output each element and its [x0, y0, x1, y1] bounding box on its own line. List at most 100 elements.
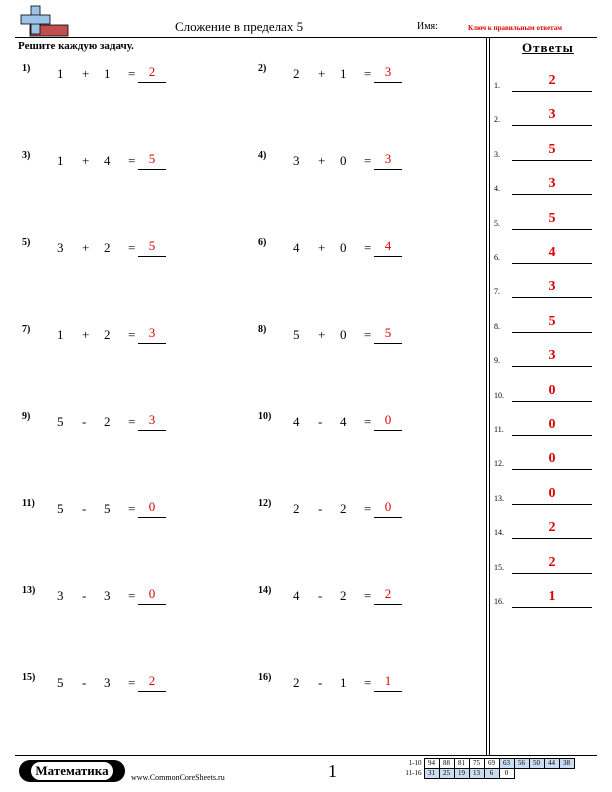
answer-key-row: 14. 2 — [494, 519, 594, 540]
operand-a: 2 — [293, 501, 300, 516]
answer-key-value: 3 — [512, 279, 592, 299]
answer-key-number: 3. — [494, 149, 500, 159]
problem-item: 4) 3 +0 = 3 — [258, 150, 438, 172]
answer-field: 2 — [138, 673, 166, 692]
operator: + — [318, 240, 326, 255]
operator: + — [82, 153, 90, 168]
problem-number: 6) — [258, 237, 267, 248]
operand-b: 0 — [340, 240, 347, 255]
equals-sign: = — [364, 414, 372, 429]
answer-key-number: 5. — [494, 218, 500, 228]
problem-item: 6) 4 +0 = 4 — [258, 237, 438, 259]
answer-key-value: 5 — [512, 314, 592, 333]
problem-item: 1) 1 +1 = 2 — [22, 63, 202, 85]
operand-a: 1 — [57, 66, 64, 81]
answer-key-row: 3. 5 — [494, 141, 594, 161]
problem-number: 8) — [258, 324, 267, 335]
operand-a: 1 — [57, 327, 64, 342]
problem-number: 13) — [22, 585, 36, 596]
problem-number: 3) — [22, 150, 31, 161]
answer-key-number: 12. — [494, 459, 504, 469]
answer-key-row: 8. 5 — [494, 313, 594, 333]
problem-item: 13) 3 - 3 = 0 — [22, 585, 202, 607]
answer-key-row: 2. 3 — [494, 106, 594, 127]
operator: + — [82, 240, 90, 255]
problem-number: 1) — [22, 63, 31, 74]
answer-key-value: 0 — [512, 486, 592, 505]
score-cell: 0 — [498, 768, 515, 779]
page-number: 1 — [328, 761, 337, 781]
answer-field: 4 — [374, 238, 402, 257]
equals-sign: = — [364, 501, 372, 516]
answer-field: 0 — [374, 499, 402, 518]
operand-a: 1 — [57, 153, 64, 168]
problem-item: 8) 5 +0 = 5 — [258, 324, 438, 346]
score-cell: 81 — [453, 758, 470, 769]
subject-label: Математика — [31, 762, 113, 780]
answer-key-row: 16. 1 — [494, 588, 594, 608]
operator: - — [318, 675, 323, 690]
problem-item: 11) 5 - 5 = 0 — [22, 498, 202, 520]
answer-key-value: 5 — [512, 142, 592, 161]
equals-sign: = — [128, 153, 136, 168]
answer-key-number: 1. — [494, 81, 500, 90]
equals-sign: = — [364, 240, 372, 255]
answer-key-value: 0 — [512, 417, 592, 436]
operand-b: 2 — [104, 240, 111, 255]
operator: - — [318, 588, 323, 603]
operator: - — [318, 501, 323, 516]
answer-key-title: Ответы — [522, 40, 574, 55]
answer-key-number: 15. — [494, 562, 504, 572]
answer-field: 3 — [138, 412, 166, 431]
score-cell: 56 — [513, 758, 530, 769]
score-cell: 50 — [528, 758, 545, 769]
answer-key-value: 2 — [512, 520, 592, 540]
answer-key-row: 9. 3 — [494, 347, 594, 368]
answer-field: 0 — [138, 499, 166, 518]
site-url: www.CommonCoreSheets.ru — [131, 773, 225, 782]
operand-a: 5 — [57, 501, 64, 516]
page-title: Сложение в пределах 5 — [175, 19, 304, 34]
operand-b: 4 — [104, 153, 111, 168]
subject-badge: Математика — [19, 760, 125, 782]
column-divider — [489, 37, 490, 755]
operand-b: 4 — [340, 414, 347, 429]
problem-number: 16) — [258, 672, 272, 683]
operator: - — [82, 501, 87, 516]
answer-key-value: 5 — [512, 211, 592, 230]
problem-number: 12) — [258, 498, 272, 509]
operand-a: 5 — [57, 414, 64, 429]
equals-sign: = — [364, 327, 372, 342]
answer-key-row: 7. 3 — [494, 278, 594, 299]
operator: + — [82, 327, 90, 342]
score-table: 1-10 94 88 81 75 69 63 56 50 44 38 11-16 31 25 19 13 6 0 — [398, 758, 575, 779]
equals-sign: = — [364, 66, 372, 81]
operator: + — [82, 66, 90, 81]
equals-sign: = — [364, 153, 372, 168]
answer-key-value: 1 — [512, 589, 592, 608]
answer-key-number: 14. — [494, 528, 504, 538]
answer-key-row: 12. 0 — [494, 450, 594, 471]
answer-key-value: 3 — [512, 176, 592, 196]
problem-number: 9) — [22, 411, 31, 422]
score-cell: 25 — [438, 768, 455, 779]
problem-number: 14) — [258, 585, 272, 596]
footer-divider — [15, 755, 597, 756]
answer-key-row: 15. 2 — [494, 554, 594, 574]
equals-sign: = — [128, 66, 136, 81]
answer-key-number: 2. — [494, 115, 500, 125]
operator: - — [82, 675, 87, 690]
equals-sign: = — [128, 327, 136, 342]
answer-key-value: 2 — [512, 555, 592, 574]
score-cell: 44 — [543, 758, 560, 769]
answer-key-number: 7. — [494, 287, 500, 297]
name-label: Имя: — [417, 21, 438, 32]
answer-key-number: 4. — [494, 184, 500, 194]
header-divider — [15, 37, 597, 38]
operand-b: 0 — [340, 327, 347, 342]
answer-key-row: 5. 5 — [494, 210, 594, 230]
answer-field: 2 — [138, 64, 166, 83]
instructions: Решите каждую задачу. — [18, 40, 134, 52]
problem-number: 10) — [258, 411, 272, 422]
score-cell: 6 — [483, 768, 500, 779]
